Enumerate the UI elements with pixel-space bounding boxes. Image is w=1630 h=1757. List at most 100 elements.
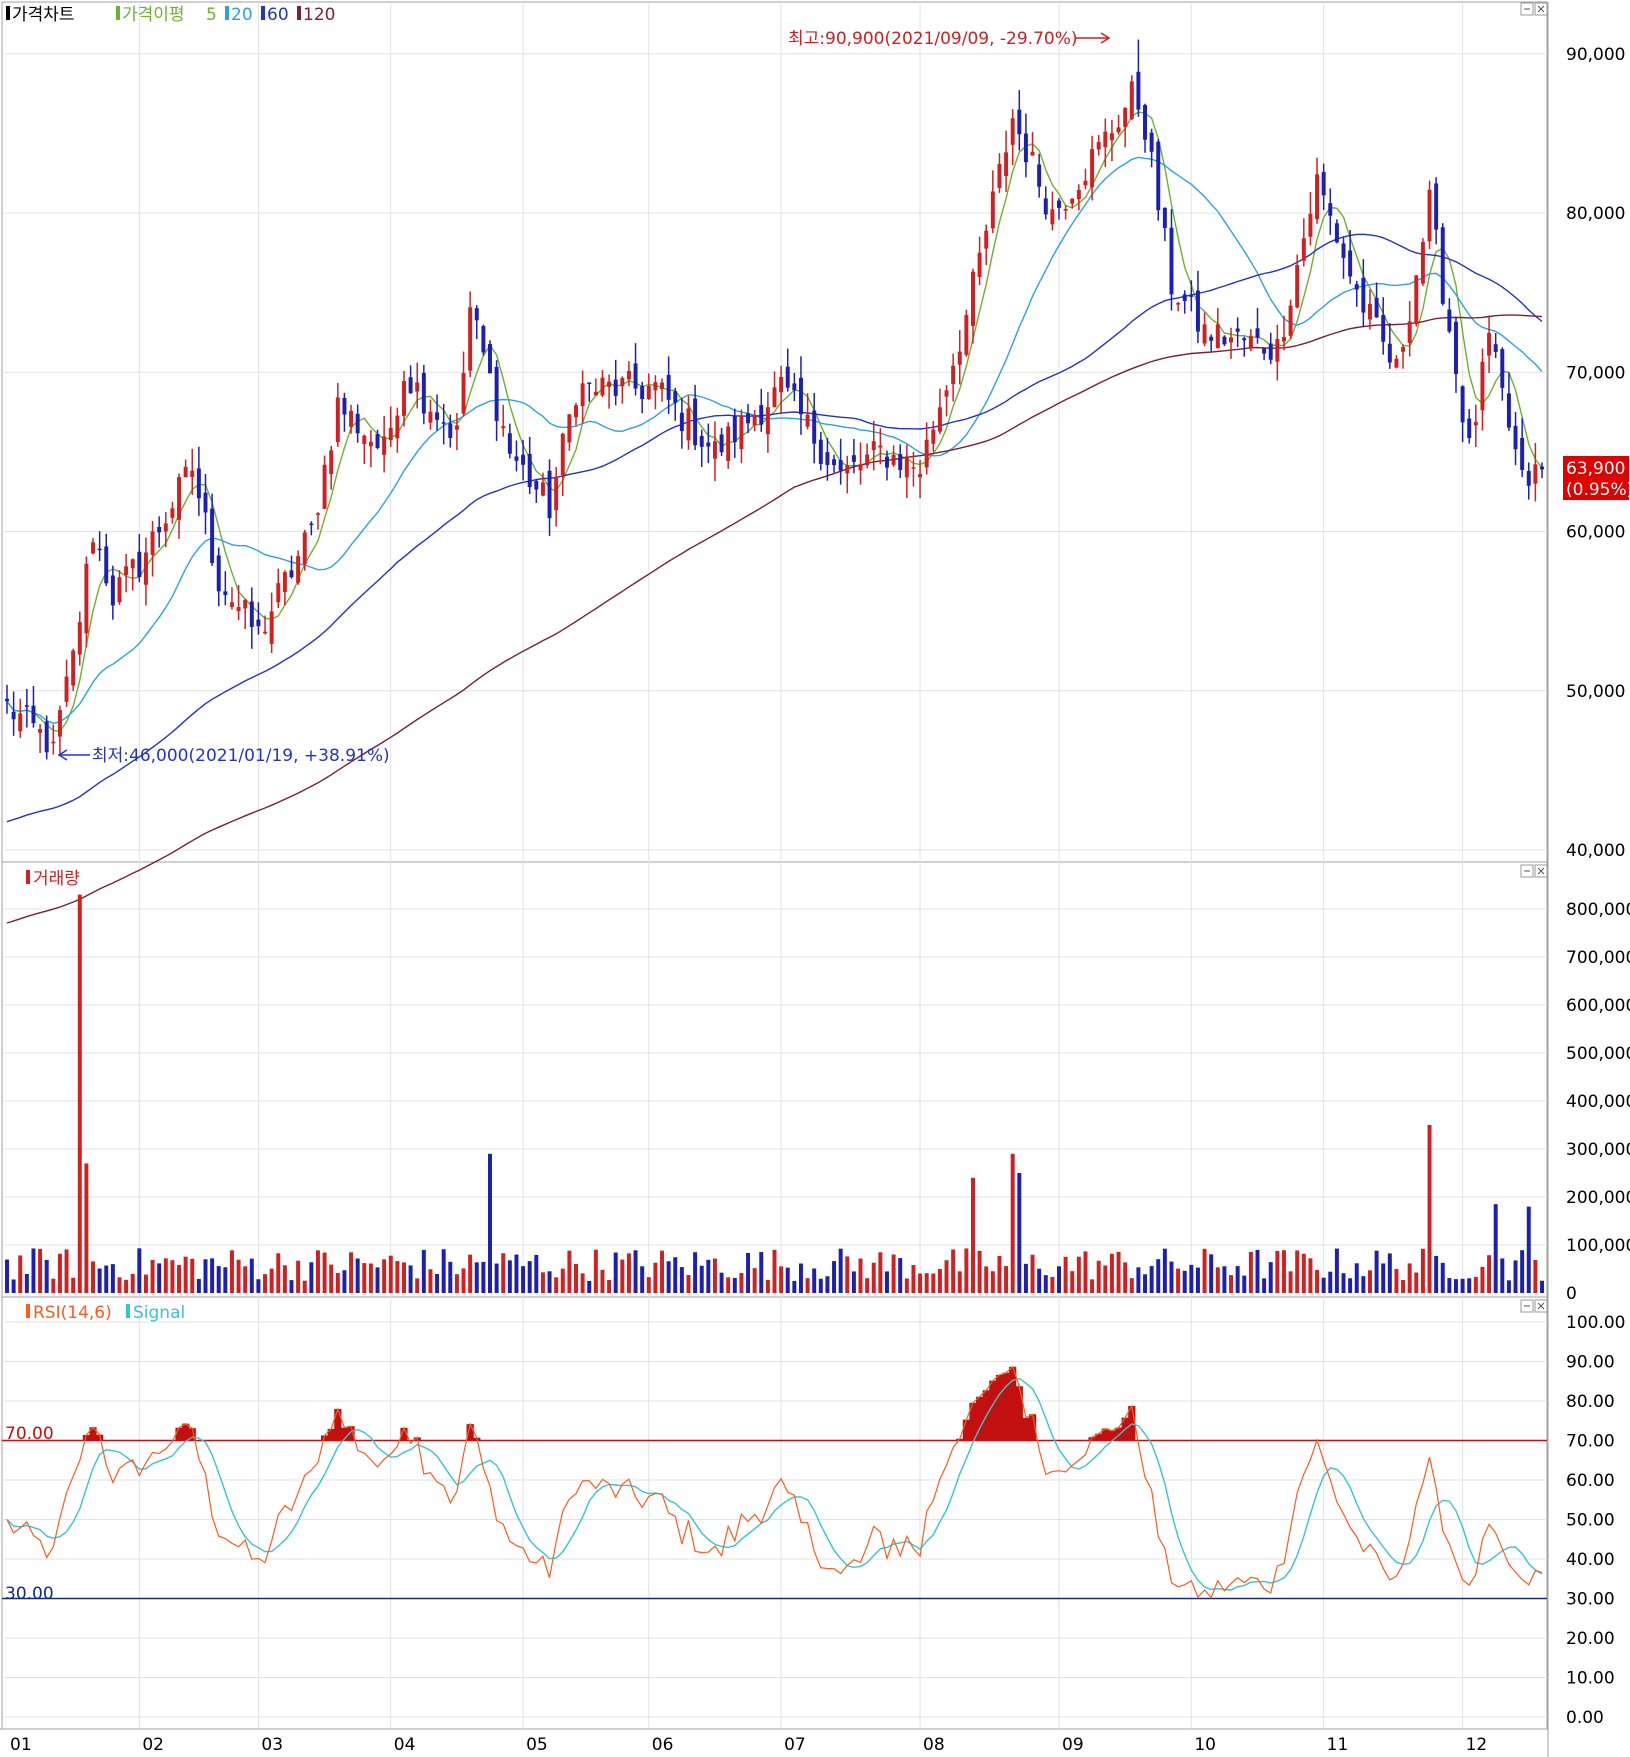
candle-body — [329, 450, 334, 475]
volume-bar — [640, 1266, 645, 1293]
volume-bar — [719, 1272, 724, 1293]
volume-bar — [428, 1269, 433, 1293]
candle-body — [626, 370, 631, 380]
volume-y-tick-label: 700,000 — [1566, 948, 1630, 968]
volume-bar — [408, 1265, 413, 1293]
candle-body — [633, 363, 638, 389]
ma60-label: 60 — [267, 5, 289, 25]
candle-body — [547, 470, 552, 519]
candle-body — [620, 377, 625, 387]
x-tick-label: 12 — [1466, 1735, 1488, 1755]
candle-body — [1467, 418, 1472, 438]
candle-body — [216, 555, 221, 592]
candle-body — [236, 607, 241, 612]
candle-body — [177, 477, 182, 520]
candle-body — [150, 531, 155, 555]
volume-bar — [196, 1278, 201, 1293]
candle-body — [752, 416, 757, 426]
candle-body — [838, 459, 843, 471]
volume-bar — [11, 1279, 16, 1293]
candle-body — [1255, 328, 1260, 338]
volume-panel — [1, 861, 1548, 1298]
candle-body — [243, 599, 248, 609]
volume-bar — [554, 1277, 559, 1293]
volume-y-tick-label: 300,000 — [1566, 1140, 1630, 1160]
candle-body — [686, 408, 691, 441]
candle-body — [1401, 346, 1406, 352]
volume-bar — [110, 1264, 115, 1293]
rsi-y-tick-label: 30.00 — [1566, 1590, 1615, 1610]
candle-body — [1348, 250, 1353, 277]
candle-body — [395, 415, 400, 439]
candle-body — [335, 397, 340, 443]
candle-body — [1202, 324, 1207, 344]
volume-bar — [891, 1254, 896, 1293]
volume-bar — [24, 1273, 29, 1293]
volume-bar — [1506, 1280, 1511, 1293]
volume-panel-controls — [1520, 864, 1548, 878]
candle-body — [937, 407, 942, 432]
candle-body — [1420, 242, 1425, 284]
candle-body — [24, 705, 29, 707]
volume-bar — [693, 1252, 698, 1293]
ma120-line — [6, 314, 1543, 924]
volume-bar — [1381, 1263, 1386, 1293]
candle-body — [1354, 284, 1359, 290]
candle-body — [772, 387, 777, 408]
candle-body — [1057, 200, 1061, 208]
candle-body — [1288, 305, 1293, 336]
volume-bar — [977, 1250, 982, 1293]
candle-body — [454, 425, 459, 430]
volume-bar — [825, 1276, 830, 1293]
candle-body — [355, 413, 360, 434]
volume-y-tick-label: 0 — [1566, 1284, 1577, 1304]
candle-body — [1103, 131, 1108, 148]
candle-body — [1242, 338, 1247, 341]
candle-body — [1367, 304, 1372, 320]
volume-bar — [653, 1262, 658, 1293]
volume-bar — [997, 1255, 1002, 1293]
candle-body — [494, 366, 499, 421]
volume-legend: 거래량 — [26, 869, 80, 889]
rsi-legend: RSI(14,6) Signal — [26, 1303, 185, 1323]
candle-body — [256, 619, 261, 627]
candle-body — [1182, 294, 1187, 301]
candle-body — [679, 412, 684, 432]
volume-bar — [335, 1272, 340, 1293]
candle-body — [984, 230, 989, 249]
candle-body — [660, 382, 665, 390]
candle-body — [1513, 425, 1518, 450]
candle-body — [587, 382, 592, 384]
volume-bar — [282, 1265, 287, 1293]
volume-bar — [302, 1280, 307, 1293]
volume-bar — [382, 1259, 387, 1293]
candle-body — [554, 477, 559, 511]
volume-bar — [626, 1253, 631, 1293]
volume-bar — [263, 1274, 268, 1293]
volume-bar — [699, 1265, 704, 1293]
candle-body — [1361, 277, 1366, 313]
volume-bar — [157, 1263, 162, 1293]
candle-body — [1460, 386, 1465, 423]
candle-body — [640, 385, 645, 400]
volume-bar — [633, 1250, 638, 1293]
volume-bar — [1037, 1268, 1042, 1293]
candle-body — [1076, 189, 1081, 200]
candle-body — [732, 416, 737, 443]
candle-body — [388, 427, 393, 441]
rsi-y-tick-label: 20.00 — [1566, 1629, 1615, 1649]
volume-bar — [1387, 1253, 1392, 1293]
volume-bar — [580, 1273, 585, 1293]
candle-body — [77, 622, 82, 655]
last-change-label: (0.95%) — [1566, 480, 1630, 500]
candle-body — [871, 441, 876, 450]
candle-body — [1143, 105, 1148, 140]
candle-body — [1209, 336, 1214, 341]
volume-bar — [613, 1252, 618, 1293]
signal-title: Signal — [133, 1303, 185, 1323]
candle-body — [110, 575, 115, 606]
candle-body — [382, 436, 387, 455]
volume-bar — [448, 1261, 453, 1293]
candle-body — [1222, 336, 1227, 345]
candle-body — [600, 377, 605, 396]
